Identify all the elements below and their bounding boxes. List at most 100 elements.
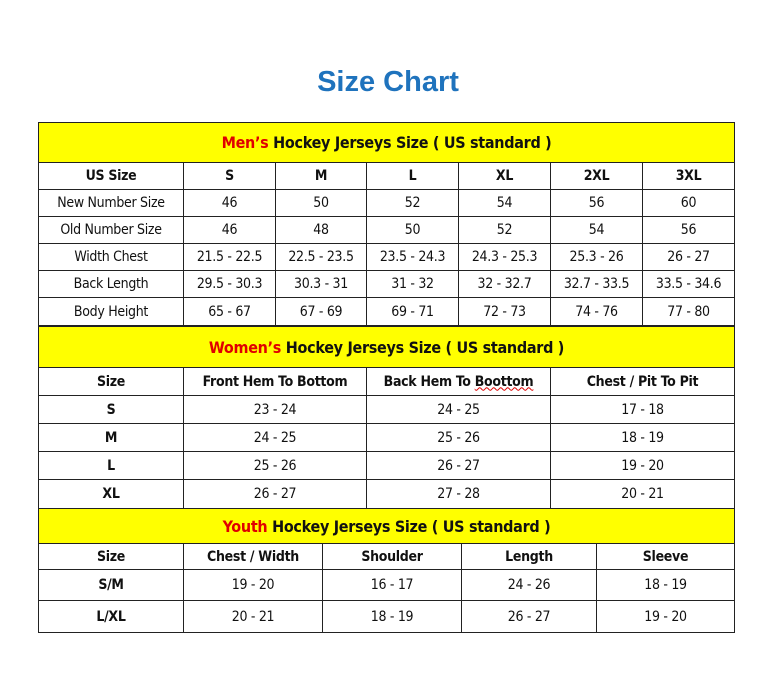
column-header: Size xyxy=(38,543,184,570)
table-cell: 20 - 21 xyxy=(550,479,735,509)
row-label: Body Height xyxy=(38,297,184,326)
table-cell: 24 - 25 xyxy=(183,423,367,452)
table-cell: 65 - 67 xyxy=(183,297,276,326)
row-label: M xyxy=(38,423,184,452)
table-cell: 54 xyxy=(550,216,643,244)
row-label: L xyxy=(38,451,184,480)
table-row: Body Height 65 - 67 67 - 69 69 - 71 72 - 73 7… xyxy=(38,297,736,326)
youth-size-table: Youth Hockey Jerseys Size ( US standard … xyxy=(38,508,735,633)
column-header: Front Hem To Bottom xyxy=(183,367,367,396)
row-label: Width Chest xyxy=(38,243,184,271)
table-row: XL 26 - 27 27 - 28 20 - 21 xyxy=(38,479,735,509)
table-cell: 52 xyxy=(366,189,459,217)
column-header: Chest / Pit To Pit xyxy=(550,367,735,396)
row-label: New Number Size xyxy=(38,189,184,217)
table-row: L/XL 20 - 21 18 - 19 26 - 27 19 - 20 xyxy=(38,600,735,633)
table-cell: 54 xyxy=(458,189,551,217)
table-row: S/M 19 - 20 16 - 17 24 - 26 18 - 19 xyxy=(38,569,735,601)
column-header-row: Size Front Hem To Bottom Back Hem To Boott… xyxy=(38,367,735,396)
column-header: M xyxy=(275,162,367,190)
table-row: New Number Size 46 50 52 54 56 60 xyxy=(38,189,736,217)
table-cell: 26 - 27 xyxy=(641,243,736,271)
table-cell: 19 - 20 xyxy=(596,600,735,633)
column-header-row: US Size S M L XL 2XL 3XL xyxy=(38,162,736,190)
mens-section-header: Men’s Hockey Jerseys Size ( US standard … xyxy=(37,122,736,163)
table-cell: 25 - 26 xyxy=(366,423,551,452)
table-cell: 56 xyxy=(641,216,736,244)
table-cell: 25 - 26 xyxy=(183,451,367,480)
table-cell: 21.5 - 22.5 xyxy=(183,243,276,271)
table-cell: 32 - 32.7 xyxy=(458,270,551,298)
table-cell: 30.3 - 31 xyxy=(275,270,367,298)
table-row: L 25 - 26 26 - 27 19 - 20 xyxy=(38,451,735,480)
table-cell: 26 - 27 xyxy=(461,600,597,633)
table-cell: 23.5 - 24.3 xyxy=(366,243,459,271)
section-header-category: Youth xyxy=(222,516,268,536)
row-label: S/M xyxy=(38,569,184,601)
table-row: Back Length 29.5 - 30.3 30.3 - 31 31 - 32 32… xyxy=(38,270,736,298)
table-row: S 23 - 24 24 - 25 17 - 18 xyxy=(38,395,735,424)
table-cell: 20 - 21 xyxy=(183,600,323,633)
table-cell: 46 xyxy=(183,216,276,244)
column-header-row: Size Chest / Width Shoulder Length Sleeve xyxy=(38,543,735,570)
table-cell: 24 - 25 xyxy=(366,395,551,424)
column-header: 3XL xyxy=(641,162,736,190)
table-cell: 26 - 27 xyxy=(183,479,367,509)
row-label: Back Length xyxy=(38,270,184,298)
table-cell: 31 - 32 xyxy=(366,270,459,298)
youth-section-header: Youth Hockey Jerseys Size ( US standard … xyxy=(38,508,735,544)
section-header-text: Hockey Jerseys Size ( US standard ) xyxy=(267,516,551,536)
column-header: US Size xyxy=(38,162,184,190)
column-header: 2XL xyxy=(550,162,643,190)
table-cell: 56 xyxy=(550,189,643,217)
womens-section-header: Women’s Hockey Jerseys Size ( US standar… xyxy=(38,326,735,368)
column-header: Chest / Width xyxy=(183,543,323,570)
table-cell: 67 - 69 xyxy=(275,297,367,326)
table-cell: 16 - 17 xyxy=(322,569,462,601)
table-cell: 29.5 - 30.3 xyxy=(183,270,276,298)
section-header-text: Hockey Jerseys Size ( US standard ) xyxy=(268,133,552,152)
row-label: S xyxy=(38,395,184,424)
table-cell: 27 - 28 xyxy=(366,479,551,509)
table-row: Old Number Size 46 48 50 52 54 56 xyxy=(38,216,736,244)
table-cell: 32.7 - 33.5 xyxy=(550,270,643,298)
table-cell: 18 - 19 xyxy=(550,423,735,452)
table-cell: 18 - 19 xyxy=(322,600,462,633)
table-cell: 48 xyxy=(275,216,367,244)
womens-size-table: Women’s Hockey Jerseys Size ( US standar… xyxy=(38,326,735,509)
section-header-category: Men’s xyxy=(221,133,269,152)
table-cell: 69 - 71 xyxy=(366,297,459,326)
table-row: Width Chest 21.5 - 22.5 22.5 - 23.5 23.5 - … xyxy=(38,243,736,271)
column-header: XL xyxy=(458,162,551,190)
section-header-category: Women’s xyxy=(208,337,282,357)
column-header: L xyxy=(366,162,459,190)
table-cell: 19 - 20 xyxy=(550,451,735,480)
spellcheck-underline: Boottom xyxy=(474,373,534,390)
page-title: Size Chart xyxy=(317,66,459,98)
table-cell: 60 xyxy=(641,189,736,217)
table-cell: 52 xyxy=(458,216,551,244)
row-label: L/XL xyxy=(38,600,184,633)
table-cell: 77 - 80 xyxy=(641,297,736,326)
table-cell: 72 - 73 xyxy=(458,297,551,326)
table-cell: 25.3 - 26 xyxy=(550,243,643,271)
table-cell: 50 xyxy=(366,216,459,244)
table-cell: 33.5 - 34.6 xyxy=(641,270,736,298)
table-cell: 74 - 76 xyxy=(550,297,643,326)
table-cell: 24 - 26 xyxy=(461,569,597,601)
table-cell: 26 - 27 xyxy=(366,451,551,480)
table-cell: 50 xyxy=(275,189,367,217)
row-label: Old Number Size xyxy=(38,216,184,244)
column-header: Sleeve xyxy=(596,543,735,570)
table-cell: 18 - 19 xyxy=(596,569,735,601)
column-header: Size xyxy=(38,367,184,396)
column-header: Length xyxy=(461,543,597,570)
table-cell: 46 xyxy=(183,189,276,217)
column-header: S xyxy=(183,162,276,190)
table-cell: 19 - 20 xyxy=(183,569,323,601)
table-cell: 24.3 - 25.3 xyxy=(458,243,551,271)
table-cell: 22.5 - 23.5 xyxy=(275,243,367,271)
column-header: Shoulder xyxy=(322,543,462,570)
row-label: XL xyxy=(38,479,184,509)
table-cell: 17 - 18 xyxy=(550,395,735,424)
